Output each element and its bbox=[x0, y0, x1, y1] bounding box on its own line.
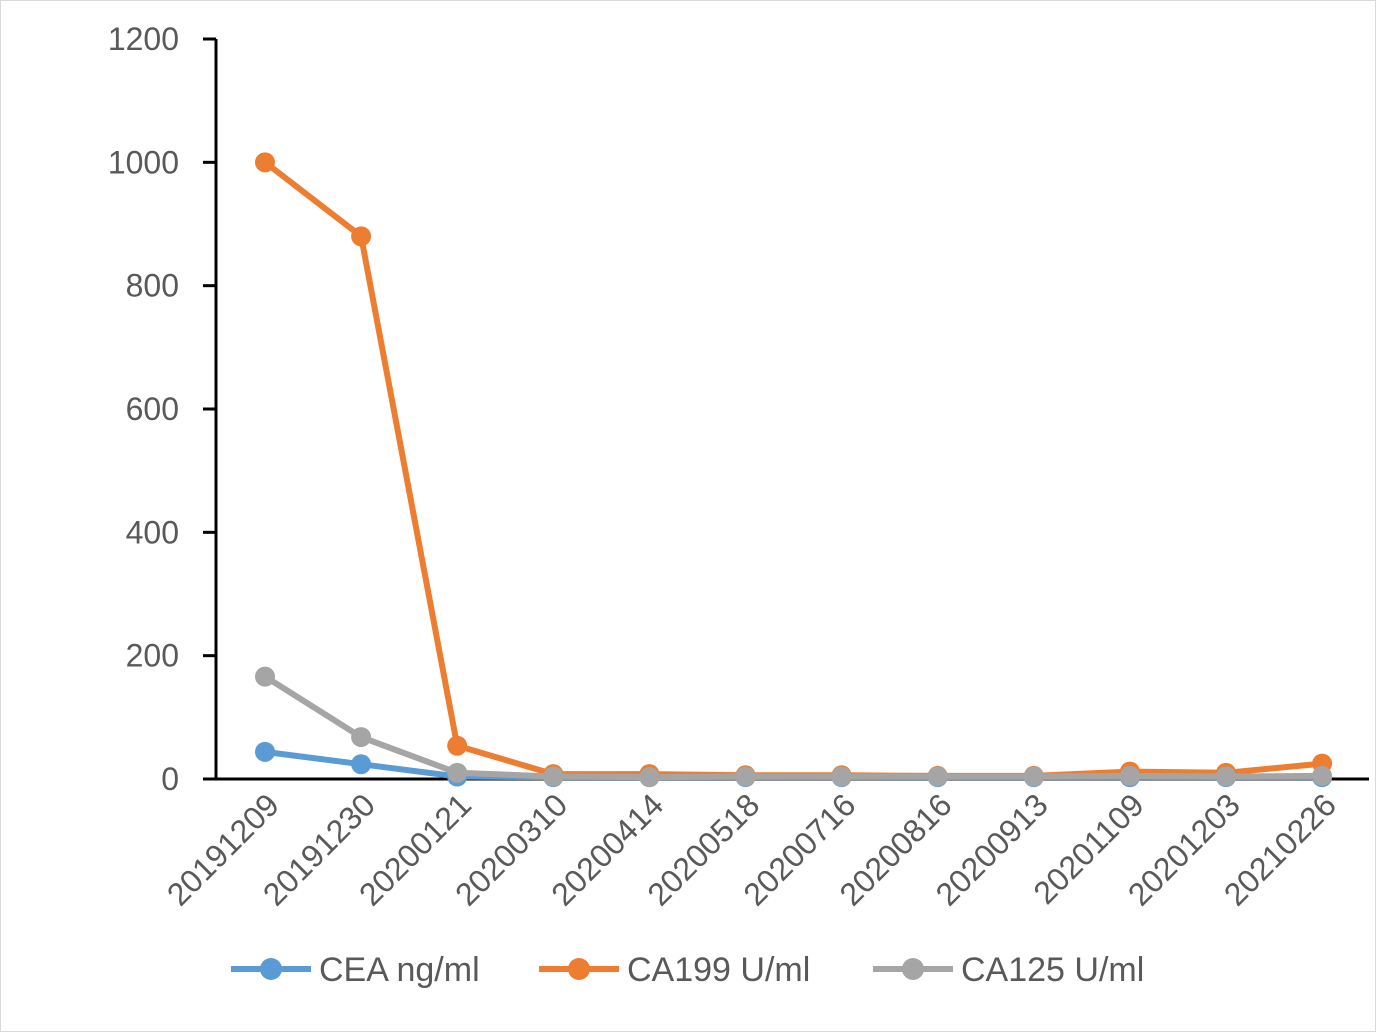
series-line bbox=[262, 159, 1326, 779]
legend-label: CA199 U/ml bbox=[627, 951, 810, 989]
y-tick-label: 0 bbox=[161, 761, 179, 797]
series-line bbox=[262, 673, 1326, 781]
legend-item: CA125 U/ml bbox=[873, 951, 1144, 989]
data-point bbox=[447, 735, 468, 756]
data-point bbox=[1119, 765, 1140, 786]
data-point bbox=[927, 766, 948, 787]
data-point bbox=[735, 766, 756, 787]
legend: CEA ng/ml CA199 U/ml CA125 U/ml bbox=[231, 951, 1144, 989]
legend-item: CEA ng/ml bbox=[231, 951, 480, 989]
legend-marker bbox=[260, 958, 282, 980]
legend-item: CA199 U/ml bbox=[539, 951, 810, 989]
series-lines bbox=[255, 152, 1333, 788]
y-tick-label: 600 bbox=[126, 391, 179, 427]
y-axis: 0 200 400 600 800 1000 1200 bbox=[108, 21, 218, 797]
series-2 bbox=[255, 666, 1333, 788]
data-point bbox=[639, 767, 660, 788]
y-tick-label: 400 bbox=[126, 514, 179, 550]
data-point bbox=[351, 754, 372, 775]
series-1 bbox=[255, 152, 1333, 786]
legend-label: CEA ng/ml bbox=[319, 951, 480, 989]
data-point bbox=[351, 727, 372, 748]
data-point bbox=[543, 766, 564, 787]
data-point bbox=[255, 741, 275, 762]
data-point bbox=[447, 762, 468, 783]
y-tick-label: 1200 bbox=[108, 21, 179, 57]
y-tick-label: 800 bbox=[126, 268, 179, 304]
y-tick-label: 200 bbox=[126, 638, 179, 674]
y-tick-label: 1000 bbox=[108, 144, 179, 180]
legend-marker bbox=[568, 958, 590, 980]
data-point bbox=[1216, 766, 1236, 787]
data-point bbox=[351, 226, 372, 247]
data-point bbox=[255, 666, 275, 687]
legend-marker bbox=[902, 958, 924, 980]
data-point bbox=[255, 152, 275, 173]
x-axis: 2019120920191230202001212020031020200414… bbox=[160, 777, 1369, 913]
data-point bbox=[1023, 766, 1044, 787]
data-point bbox=[1312, 765, 1333, 786]
data-point bbox=[831, 766, 852, 787]
legend-label: CA125 U/ml bbox=[961, 951, 1144, 989]
